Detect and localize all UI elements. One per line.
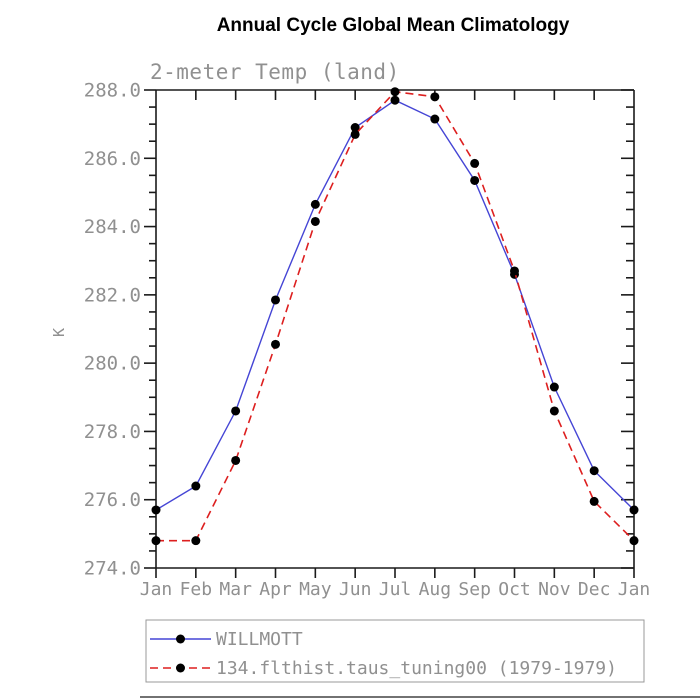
data-point	[430, 92, 440, 102]
data-point	[589, 496, 599, 506]
data-point	[350, 129, 360, 139]
legend-marker-model	[176, 663, 185, 673]
data-point	[151, 536, 161, 546]
legend-box	[145, 619, 645, 683]
data-point	[231, 455, 241, 465]
data-point	[310, 216, 320, 226]
data-point	[191, 536, 201, 546]
data-point	[470, 158, 480, 168]
data-point	[390, 87, 400, 97]
y-tick-label: 276.0	[84, 489, 141, 511]
plot-area: 274.0 276.0 278.0 280.0 282.0 284.0 286.0 288.0…	[84, 80, 650, 601]
y-tick-label: 284.0	[84, 216, 141, 238]
y-tick-label: 286.0	[84, 148, 141, 170]
series-line-0	[155, 99, 635, 511]
y-tick-label: 282.0	[84, 284, 141, 306]
data-point	[510, 266, 519, 276]
x-tick-label: Jul	[379, 579, 412, 600]
y-tick-label: 278.0	[84, 421, 141, 443]
data-point	[430, 114, 440, 124]
chart-subtitle: 2-meter Temp (land)	[150, 60, 400, 84]
data-point	[629, 505, 639, 515]
legend-label-model: 134.flthist.taus_tuning00 (1979-1979)	[216, 658, 617, 679]
data-point	[549, 382, 559, 392]
data-point	[350, 123, 360, 133]
x-tick-label: Aug	[419, 579, 452, 600]
data-point	[549, 406, 559, 416]
y-axis-label: K	[50, 327, 68, 337]
x-tick-label: Jun	[339, 579, 372, 600]
y-tick-label: 274.0	[84, 558, 141, 580]
data-point	[589, 466, 599, 476]
x-tick-label: May	[299, 579, 332, 600]
data-point	[310, 199, 320, 209]
x-tick-label: Dec	[578, 579, 611, 600]
x-tick-label: Jan	[618, 579, 651, 600]
x-tick-label: Jan	[140, 579, 173, 600]
x-tick-label: Oct	[498, 579, 531, 600]
data-point	[151, 505, 161, 515]
data-point	[191, 481, 201, 491]
y-tick-label: 288.0	[84, 80, 141, 102]
data-point	[629, 536, 639, 546]
x-tick-label: Mar	[219, 579, 252, 600]
chart-title: Annual Cycle Global Mean Climatology	[217, 15, 570, 36]
legend-marker-willmott	[176, 634, 185, 644]
x-tick-label: Apr	[259, 579, 292, 600]
y-tick-label: 280.0	[84, 353, 141, 375]
x-tick-label: Sep	[458, 579, 491, 600]
data-point	[231, 406, 241, 416]
x-tick-label: Nov	[538, 579, 571, 600]
series-line-1	[156, 90, 635, 542]
data-point	[271, 295, 280, 305]
legend-label-willmott: WILLMOTT	[216, 629, 303, 650]
data-point	[470, 175, 480, 185]
x-tick-label: Feb	[180, 579, 213, 600]
data-point	[390, 95, 400, 105]
data-point	[271, 339, 280, 349]
legend: WILLMOTT 134.flthist.taus_tuning00 (1979…	[145, 619, 645, 683]
